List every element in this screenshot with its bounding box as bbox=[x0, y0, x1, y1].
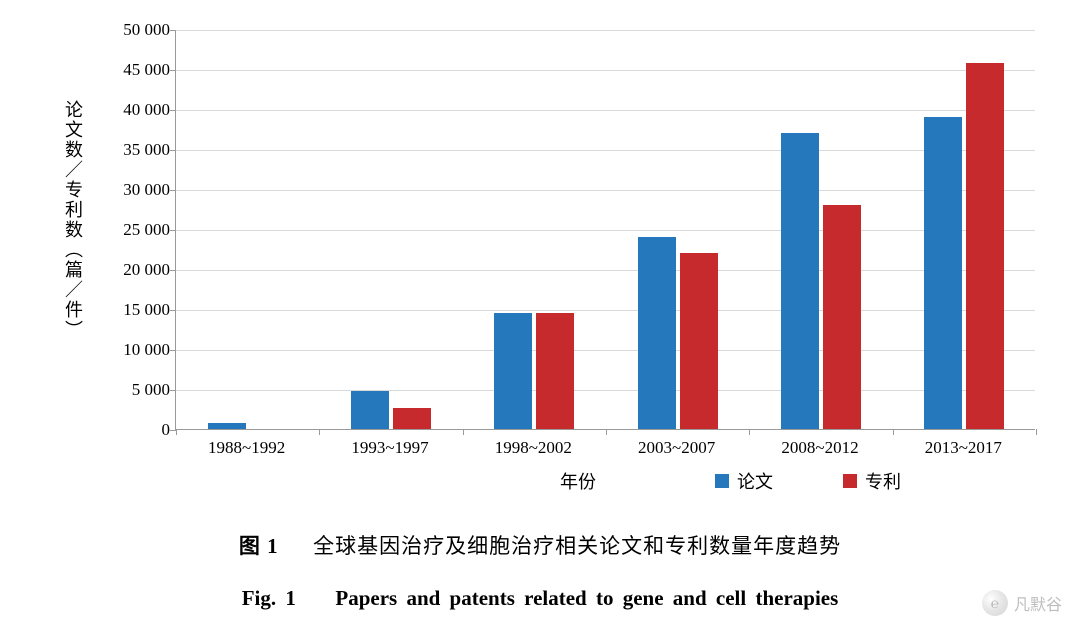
y-tick-label: 30 000 bbox=[100, 180, 170, 200]
bar-papers bbox=[208, 423, 246, 429]
gridline bbox=[176, 190, 1035, 191]
legend-label-papers: 论文 bbox=[737, 468, 773, 494]
x-tick-label: 1998~2002 bbox=[495, 438, 572, 458]
gridline bbox=[176, 70, 1035, 71]
y-tick-label: 45 000 bbox=[100, 60, 170, 80]
x-tick-mark bbox=[606, 429, 607, 435]
y-tick-mark bbox=[170, 390, 176, 391]
caption-english: Fig. 1 Papers and patents related to gen… bbox=[0, 582, 1080, 612]
bar-papers bbox=[781, 133, 819, 429]
x-tick-label: 1988~1992 bbox=[208, 438, 285, 458]
caption-cn-prefix: 图 1 bbox=[239, 534, 279, 558]
x-tick-mark bbox=[749, 429, 750, 435]
gridline bbox=[176, 230, 1035, 231]
y-tick-mark bbox=[170, 350, 176, 351]
y-axis-label: 论文数／专利数（篇／件） bbox=[60, 100, 84, 340]
y-tick-label: 15 000 bbox=[100, 300, 170, 320]
gridline bbox=[176, 270, 1035, 271]
bar-papers bbox=[494, 313, 532, 429]
bar-papers bbox=[351, 391, 389, 429]
y-tick-mark bbox=[170, 310, 176, 311]
chart-container: 论文数／专利数（篇／件） 年份 论文 专利 05 00010 00015 000… bbox=[60, 30, 1040, 470]
x-tick-mark bbox=[176, 429, 177, 435]
y-tick-label: 0 bbox=[100, 420, 170, 440]
y-tick-label: 5 000 bbox=[100, 380, 170, 400]
legend-swatch-patents bbox=[843, 474, 857, 488]
y-tick-label: 20 000 bbox=[100, 260, 170, 280]
y-tick-label: 50 000 bbox=[100, 20, 170, 40]
y-tick-label: 40 000 bbox=[100, 100, 170, 120]
x-tick-mark bbox=[1036, 429, 1037, 435]
watermark-icon: ℮ bbox=[982, 590, 1008, 616]
y-tick-mark bbox=[170, 270, 176, 271]
x-tick-label: 1993~1997 bbox=[351, 438, 428, 458]
legend-item-papers: 论文 bbox=[715, 468, 773, 494]
gridline bbox=[176, 390, 1035, 391]
gridline bbox=[176, 30, 1035, 31]
plot-area bbox=[175, 30, 1035, 430]
caption-area: 图 1 全球基因治疗及细胞治疗相关论文和专利数量年度趋势 Fig. 1 Pape… bbox=[0, 530, 1080, 612]
bar-patents bbox=[393, 408, 431, 429]
caption-chinese: 图 1 全球基因治疗及细胞治疗相关论文和专利数量年度趋势 bbox=[0, 530, 1080, 560]
watermark: ℮ 凡默谷 bbox=[982, 590, 1062, 616]
legend: 论文 专利 bbox=[715, 468, 901, 494]
bar-patents bbox=[823, 205, 861, 429]
x-tick-label: 2013~2017 bbox=[925, 438, 1002, 458]
watermark-text: 凡默谷 bbox=[1014, 591, 1062, 615]
caption-cn-text: 全球基因治疗及细胞治疗相关论文和专利数量年度趋势 bbox=[313, 534, 841, 558]
bar-papers bbox=[924, 117, 962, 429]
bar-papers bbox=[638, 237, 676, 429]
x-tick-label: 2003~2007 bbox=[638, 438, 715, 458]
x-tick-mark bbox=[893, 429, 894, 435]
legend-swatch-papers bbox=[715, 474, 729, 488]
x-tick-mark bbox=[463, 429, 464, 435]
caption-en-text: Papers and patents related to gene and c… bbox=[335, 586, 838, 610]
bar-patents bbox=[536, 313, 574, 429]
y-tick-mark bbox=[170, 30, 176, 31]
legend-item-patents: 专利 bbox=[843, 468, 901, 494]
y-tick-mark bbox=[170, 110, 176, 111]
y-tick-label: 25 000 bbox=[100, 220, 170, 240]
gridline bbox=[176, 150, 1035, 151]
bar-patents bbox=[966, 63, 1004, 429]
y-tick-mark bbox=[170, 190, 176, 191]
legend-label-patents: 专利 bbox=[865, 468, 901, 494]
y-tick-label: 10 000 bbox=[100, 340, 170, 360]
y-tick-mark bbox=[170, 230, 176, 231]
y-tick-mark bbox=[170, 70, 176, 71]
caption-en-prefix: Fig. 1 bbox=[242, 586, 296, 610]
gridline bbox=[176, 310, 1035, 311]
x-tick-label: 2008~2012 bbox=[781, 438, 858, 458]
gridline bbox=[176, 350, 1035, 351]
bar-patents bbox=[680, 253, 718, 429]
y-tick-label: 35 000 bbox=[100, 140, 170, 160]
y-tick-mark bbox=[170, 150, 176, 151]
x-tick-mark bbox=[319, 429, 320, 435]
gridline bbox=[176, 110, 1035, 111]
x-axis-title: 年份 bbox=[560, 468, 596, 494]
